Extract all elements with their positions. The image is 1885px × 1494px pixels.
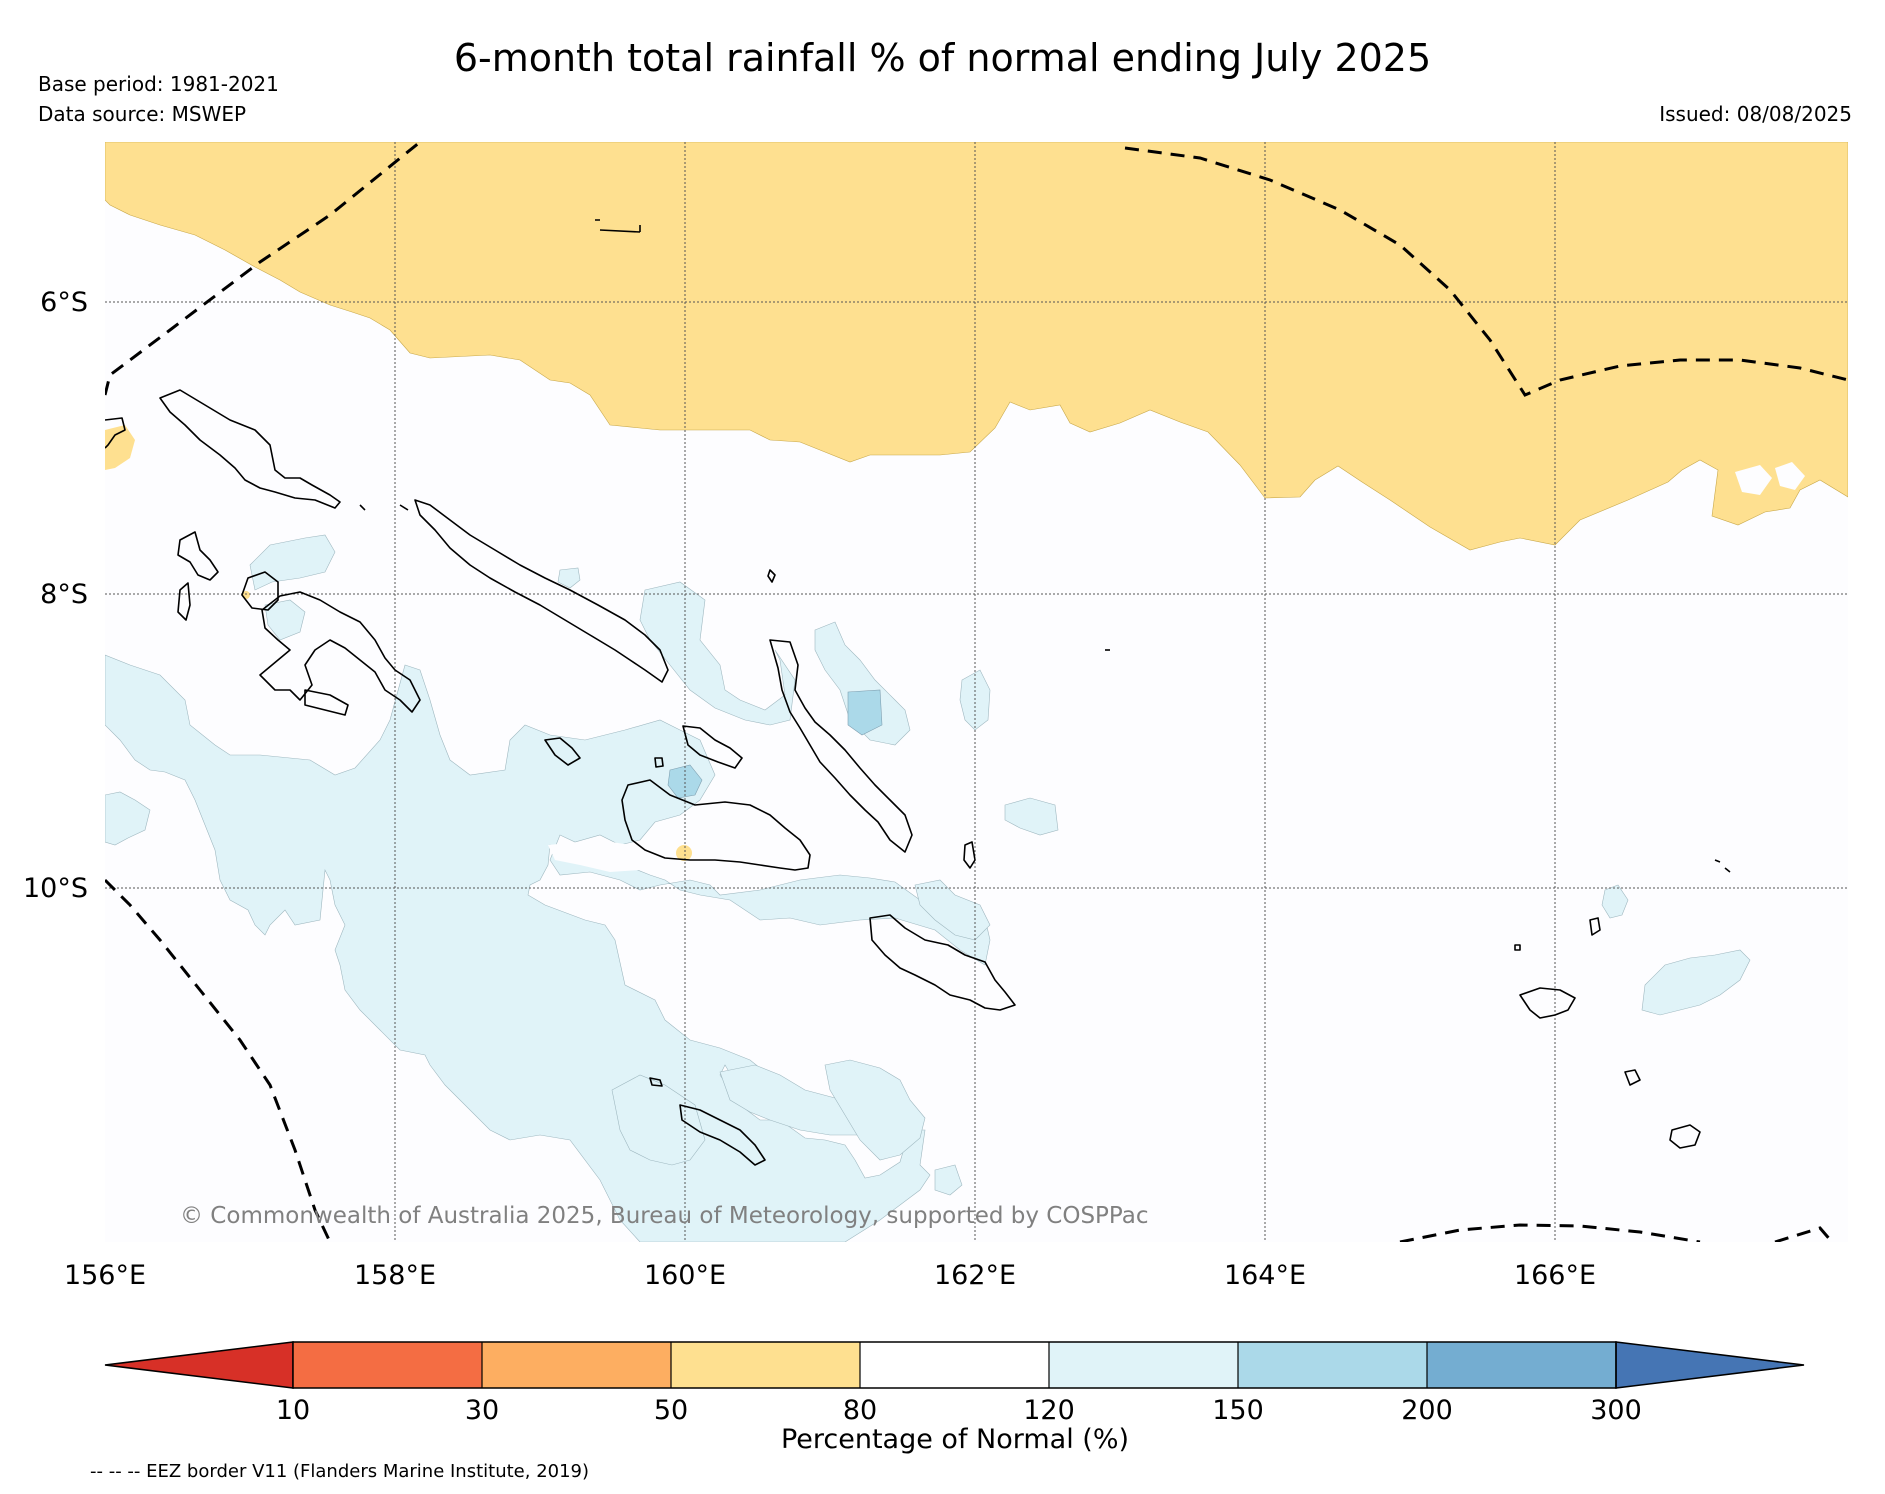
kolombangara [241,571,279,611]
lon-label-156e: 156°E [64,1260,146,1291]
dry-hole-east-2 [1775,462,1805,490]
map-panel: © Commonwealth of Australia 2025, Bureau… [105,142,1848,1242]
eez-legend-note: -- -- -- EEZ border V11 (Flanders Marine… [90,1461,590,1482]
bellona [649,1077,663,1087]
colorbar-tick-10: 10 [276,1395,310,1426]
wet-patch-se-1 [1601,884,1629,919]
base-period-text: Base period: 1981-2021 [38,72,279,96]
eez-border-southwest [105,878,332,1242]
issued-date-text: Issued: 08/08/2025 [1659,102,1852,126]
florida-islands [682,725,743,769]
vella-lavella [177,582,191,621]
eez-borders [105,142,1848,1242]
wet-patch-west-2 [557,567,581,589]
new-georgia-1 [259,591,421,713]
colorbar-extend-low [104,1341,294,1389]
coastlines [105,219,1731,1166]
colorbar-tick-200: 200 [1401,1395,1453,1426]
colorbar-bin-150-200 [1238,1342,1427,1388]
map-title: 6-month total rainfall % of normal endin… [453,36,1432,80]
colorbar-tick-120: 120 [1023,1395,1075,1426]
lon-label-164e: 164°E [1224,1260,1306,1291]
colorbar-bin-120-150 [1049,1342,1238,1388]
eez-border-north [1124,146,1848,397]
wet-region-main [105,654,991,1242]
wet-patch-east-4 [914,879,991,941]
santa-isabel [414,499,669,683]
malaita [769,639,913,853]
wet-patch-east-1 [814,621,911,746]
dry-patch-island [676,845,692,861]
colorbar-bin-10-30 [293,1342,482,1388]
colorbar-bin-80-120 [860,1342,1049,1388]
russell-islands [544,737,581,766]
wet-patch-se-2 [1641,949,1751,1016]
lat-label-10s: 10°S [23,873,88,904]
savo-island [654,757,664,768]
wet-patch-west [105,791,151,846]
colorbar-bin-30-50 [482,1342,671,1388]
colorbar-tick-150: 150 [1212,1395,1264,1426]
choiseul-island [159,389,341,509]
eez-border-south [1399,1223,1701,1242]
wet-gap [548,840,650,872]
rennell [679,1104,766,1166]
reef-islands [1714,859,1731,873]
wet-patch-central [639,581,796,726]
wet-moderate-region-1 [847,689,883,736]
wet-patch-south-1 [611,1074,706,1166]
dry-hole-east-1 [1735,465,1772,495]
small-islet-5 [359,504,409,511]
small-islet-1 [767,569,776,583]
wet-patch-nw2 [264,599,306,641]
wet-moderate-region-2 [667,764,703,799]
colorbar-bin-50-80 [671,1342,860,1388]
lon-label-162e: 162°E [934,1260,1016,1291]
wet-patch-south-3 [824,1059,926,1161]
santa-cruz-nendo [1519,987,1576,1019]
wet-patch-south-4 [934,1164,963,1196]
utupua [1624,1069,1641,1086]
rendova [304,689,349,716]
colorbar-tick-300: 300 [1590,1395,1642,1426]
lon-label-160e: 160°E [644,1260,726,1291]
ulawa [963,841,976,869]
lat-label-8s: 8°S [40,579,88,610]
guadalcanal [621,779,811,871]
data-source-text: Data source: MSWEP [38,102,247,126]
colorbar: 10 30 50 80 120 150 200 300 Percentage o… [104,1341,1805,1455]
lon-label-158e: 158°E [354,1260,436,1291]
eez-border-northwest [105,142,421,396]
vanikoro [1669,1124,1701,1149]
bougainville-tip [105,417,126,449]
makira [869,914,1016,1011]
colorbar-bin-200-300 [1427,1342,1616,1388]
dry-region-north [105,142,1848,551]
duff-islands [1589,917,1601,936]
lat-label-6s: 6°S [40,287,88,318]
colorbar-extend-high [1615,1341,1805,1389]
colorbar-tick-30: 30 [465,1395,499,1426]
small-islet-4 [595,219,641,233]
colorbar-tick-80: 80 [843,1395,877,1426]
small-islet-2 [1514,944,1521,951]
copyright-text: © Commonwealth of Australia 2025, Bureau… [180,1203,1149,1229]
dry-patch-west [105,425,135,470]
eez-border-southeast [1774,1226,1834,1242]
shortland-island [177,531,219,581]
wet-patch-east-3 [1004,797,1059,836]
lon-label-166e: 166°E [1514,1260,1596,1291]
colorbar-title: Percentage of Normal (%) [781,1424,1129,1455]
colorbar-tick-50: 50 [654,1395,688,1426]
graticule [105,142,1848,1242]
